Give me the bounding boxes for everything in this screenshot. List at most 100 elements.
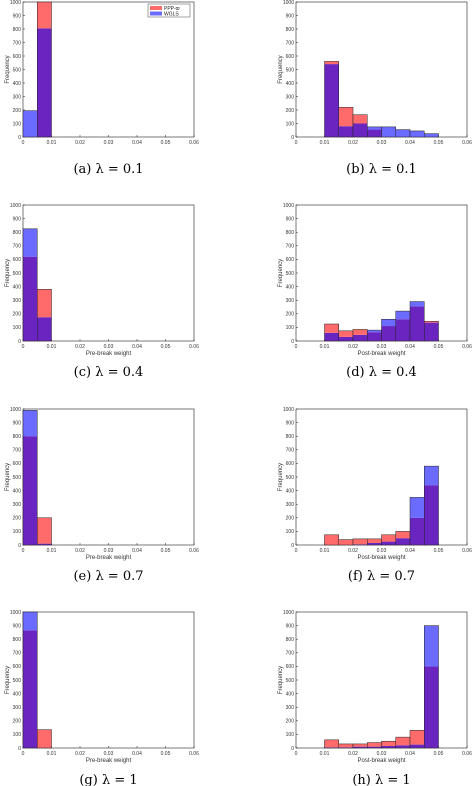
bar-wgls bbox=[23, 228, 38, 257]
x-axis-label: Post-break weight bbox=[357, 555, 405, 561]
bar-overlap bbox=[338, 747, 353, 748]
bar-ppp bbox=[37, 2, 52, 29]
bar-outline bbox=[352, 114, 368, 138]
y-tick-label: 400 bbox=[13, 691, 22, 697]
bar-overlap bbox=[367, 542, 382, 545]
bar-wgls bbox=[23, 410, 38, 437]
plot-frame bbox=[295, 408, 468, 546]
panel-g: 0 100 200 300 400 500 600 700 800 900 1000 0 0.01 0.0… bbox=[5, 610, 199, 786]
bar-overlap bbox=[395, 538, 410, 545]
bar-overlap bbox=[367, 332, 382, 341]
y-tick-label: 900 bbox=[13, 216, 22, 222]
y-tick-label: 200 bbox=[286, 719, 295, 725]
bar-wgls bbox=[367, 126, 382, 130]
bar-wgls bbox=[23, 612, 38, 631]
y-tick-label: 300 bbox=[13, 705, 22, 711]
bar-ppp bbox=[353, 114, 368, 124]
y-tick-label: 500 bbox=[286, 67, 295, 73]
bar-overlap bbox=[353, 334, 368, 341]
y-tick-label: 0 bbox=[18, 339, 21, 345]
bar-overlap bbox=[395, 745, 410, 748]
bar-wgls bbox=[410, 301, 425, 307]
y-tick-label: 900 bbox=[13, 420, 22, 426]
x-tick-label: 0.02 bbox=[75, 140, 85, 146]
bar-wgls bbox=[410, 497, 425, 518]
x-tick-label: 0.01 bbox=[47, 751, 57, 757]
x-tick-label: 0.06 bbox=[462, 344, 472, 350]
y-tick-label: 200 bbox=[13, 108, 22, 114]
y-tick-label: 200 bbox=[13, 312, 22, 318]
bar-wgls bbox=[424, 625, 439, 667]
x-tick-label: 0.01 bbox=[47, 548, 57, 554]
y-tick-label: 1000 bbox=[283, 407, 294, 413]
y-tick-label: 100 bbox=[286, 121, 295, 127]
x-tick-label: 0.02 bbox=[75, 344, 85, 350]
bar-outline bbox=[22, 611, 38, 749]
x-tick-label: 0.04 bbox=[405, 548, 415, 554]
x-tick-label: 0.06 bbox=[189, 751, 199, 757]
bar-ppp bbox=[381, 534, 396, 542]
y-tick-label: 200 bbox=[286, 312, 295, 318]
y-tick-label: 300 bbox=[13, 298, 22, 304]
plot-frame bbox=[295, 611, 468, 749]
x-tick-label: 0.06 bbox=[189, 140, 199, 146]
y-tick-label: 400 bbox=[13, 284, 22, 290]
bar-wgls bbox=[395, 311, 410, 320]
bar-overlap bbox=[424, 322, 439, 341]
bar-outline bbox=[424, 321, 439, 342]
bar-outline bbox=[37, 289, 52, 342]
x-tick-label: 0.05 bbox=[161, 344, 171, 350]
y-tick-label: 200 bbox=[13, 719, 22, 725]
y-tick-label: 1000 bbox=[10, 203, 21, 209]
y-tick-label: 800 bbox=[286, 434, 295, 440]
y-axis-label: Frequency bbox=[278, 666, 284, 694]
y-tick-label: 1000 bbox=[283, 203, 294, 209]
x-tick-label: 0.04 bbox=[132, 344, 142, 350]
x-tick-label: 0.02 bbox=[75, 548, 85, 554]
bar-overlap bbox=[338, 336, 353, 341]
bar-overlap bbox=[324, 332, 339, 341]
plot-frame bbox=[295, 1, 468, 138]
bar-ppp bbox=[424, 321, 439, 323]
x-tick-label: 0.04 bbox=[132, 140, 142, 146]
y-tick-label: 500 bbox=[286, 475, 295, 481]
bar-overlap bbox=[410, 517, 425, 545]
y-tick-label: 300 bbox=[286, 298, 295, 304]
bar-outline bbox=[37, 1, 52, 138]
x-tick-label: 0.04 bbox=[405, 751, 415, 757]
y-tick-label: 100 bbox=[286, 529, 295, 535]
y-tick-label: 900 bbox=[286, 420, 295, 426]
bar-ppp bbox=[37, 289, 52, 318]
bar-outline bbox=[424, 625, 439, 749]
bar-overlap bbox=[424, 485, 439, 545]
y-tick-label: 900 bbox=[13, 623, 22, 629]
y-tick-label: 100 bbox=[13, 121, 22, 127]
bar-overlap bbox=[37, 317, 52, 341]
y-tick-label: 400 bbox=[286, 691, 295, 697]
panel-b: 0 100 200 300 400 500 600 700 800 900 1000 0 0.01 0.0… bbox=[278, 0, 472, 177]
y-axis-label: Frequency bbox=[5, 463, 11, 491]
panel-d: 0 100 200 300 400 500 600 700 800 900 1000 0 0.01 0.0… bbox=[278, 203, 472, 380]
bar-outline bbox=[22, 228, 38, 342]
y-tick-label: 100 bbox=[286, 732, 295, 738]
x-tick-label: 0 bbox=[295, 140, 298, 146]
x-tick-label: 0.01 bbox=[320, 751, 330, 757]
panel-caption: (f) λ = 0.7 bbox=[348, 569, 415, 584]
panel-caption: (c) λ = 0.4 bbox=[74, 365, 144, 380]
bar-overlap bbox=[23, 630, 38, 748]
x-tick-label: 0.04 bbox=[132, 548, 142, 554]
bar-ppp bbox=[395, 737, 410, 746]
x-tick-label: 0 bbox=[22, 140, 25, 146]
y-tick-label: 600 bbox=[286, 257, 295, 263]
bar-wgls bbox=[367, 330, 382, 333]
bar-overlap bbox=[353, 544, 368, 545]
panel-caption: (g) λ = 1 bbox=[79, 773, 137, 786]
x-tick-label: 0.03 bbox=[377, 548, 387, 554]
y-tick-label: 0 bbox=[291, 135, 294, 141]
y-tick-label: 300 bbox=[13, 94, 22, 100]
x-tick-label: 0.05 bbox=[434, 344, 444, 350]
bar-overlap bbox=[353, 123, 368, 137]
bar-ppp bbox=[381, 741, 396, 746]
bar-ppp bbox=[324, 534, 339, 545]
